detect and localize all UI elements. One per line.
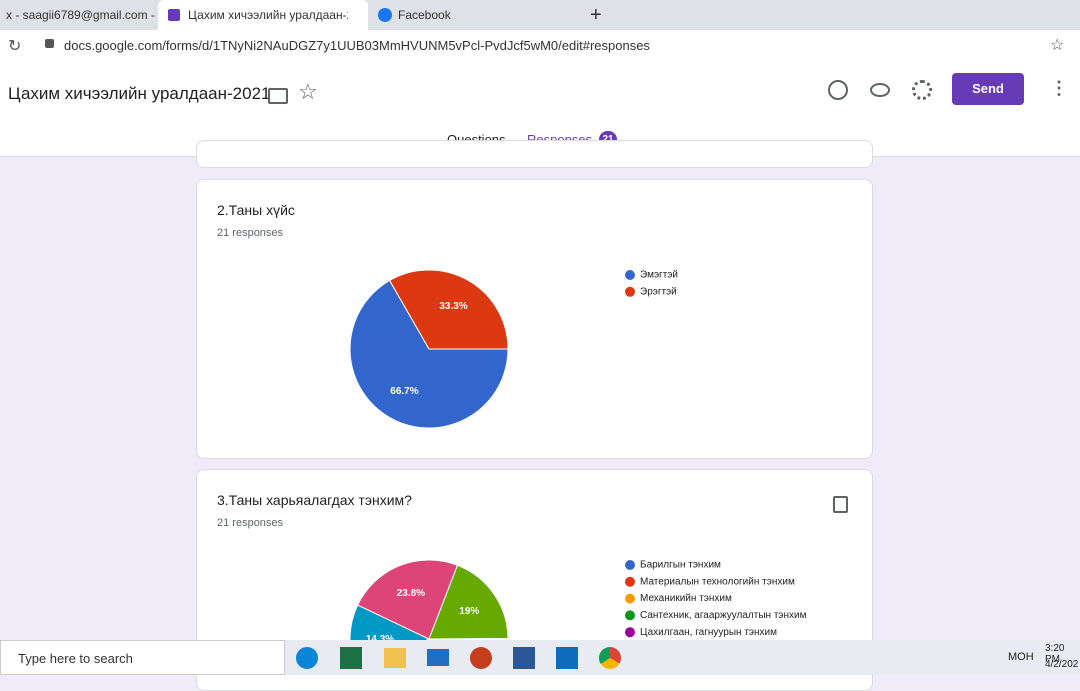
search-text[interactable]: Type here to search [18,651,133,666]
excel-icon[interactable] [340,647,362,669]
new-tab[interactable]: + [590,4,602,26]
slice-label: 33.3% [439,301,467,312]
slice-label: 19% [459,606,479,617]
pie-slice [349,279,509,429]
copy-icon[interactable] [833,496,848,513]
outlook-icon[interactable] [556,647,578,669]
lock-icon [45,39,54,48]
clock-date[interactable]: 4/2/202 [1045,659,1079,670]
folder-icon[interactable] [268,88,288,104]
legend-marker [625,593,635,604]
response-count: 21 responses [217,227,284,239]
taskbar: Type here to search МОН 3:20 PM 4/2/202 [0,640,1080,675]
question-card: 2.Таны хүйс 21 responses 66.7% 33.3% Эмэгт… [196,179,873,459]
address-bar: ↻ docs.google.com/forms/d/1TNyNi2NAuDGZ7… [0,30,1080,63]
language[interactable]: МОН [1008,651,1034,663]
active-tab[interactable] [158,0,368,30]
slice-label: 66.7% [390,386,418,397]
legend-marker [625,560,635,570]
send-button[interactable]: Send [952,73,1024,105]
url[interactable]: docs.google.com/forms/d/1TNyNi2NAuDGZ7y1… [64,38,650,53]
settings-icon[interactable] [912,80,932,100]
forms-icon [168,9,180,21]
edge-icon[interactable] [296,647,318,669]
tab[interactable]: Цахим хичээлийн уралдаан-202 [188,8,348,22]
legend-label: Эрэгтэй [640,286,677,297]
previous-card [196,140,873,168]
legend-label: Материалын технологийн тэнхим [640,576,795,587]
chrome-icon[interactable] [599,647,621,669]
facebook-icon [378,8,392,22]
pie-slice [388,269,509,350]
legend-marker [625,270,635,280]
clock-time[interactable]: 3:20 PM [1045,643,1065,665]
star-icon[interactable]: ☆ [298,79,318,104]
form-title: Цахим хичээлийн уралдаан-2021 [8,84,271,103]
reload[interactable]: ↻ [8,38,22,55]
legend-marker [625,627,635,638]
tab[interactable]: x - saagii6789@gmail.com - [6,8,155,22]
legend-label: Сантехник, агааржуулалтын тэнхим [640,610,807,621]
tab-bar: x - saagii6789@gmail.com - Цахим хичээли… [0,0,1080,30]
palette-icon[interactable] [828,80,848,100]
legend-label: Механикийн тэнхим [640,593,732,604]
preview-icon[interactable] [870,83,890,97]
pie-slice [357,559,459,640]
tab[interactable]: Facebook [398,8,451,22]
powerpoint-icon[interactable] [470,647,492,669]
more-menu[interactable]: ⋮ [1050,78,1068,98]
bookmark[interactable]: ☆ [1050,37,1065,54]
mail-icon[interactable] [427,649,449,666]
legend-label: Цахилгаан, гагнуурын тэнхим [640,627,777,638]
slice-label: 14.3% [366,634,394,645]
legend-marker [625,576,635,587]
question-title: 3.Таны харьяалагдах тэнхим? [217,492,412,508]
pie-slice [428,564,509,640]
legend-marker [625,286,635,297]
pie-chart: 66.7% 33.3% Эмэгтэй Эрэгтэй [349,269,678,429]
response-count: 21 responses [217,517,284,529]
question-title: 2.Таны хүйс [217,202,295,218]
legend-label: Барилгын тэнхим [640,560,721,571]
explorer-icon[interactable] [384,648,406,668]
legend-marker [625,610,635,621]
legend-label: Эмэгтэй [640,270,678,281]
slice-label: 23.8% [397,588,425,599]
word-icon[interactable] [513,647,535,669]
